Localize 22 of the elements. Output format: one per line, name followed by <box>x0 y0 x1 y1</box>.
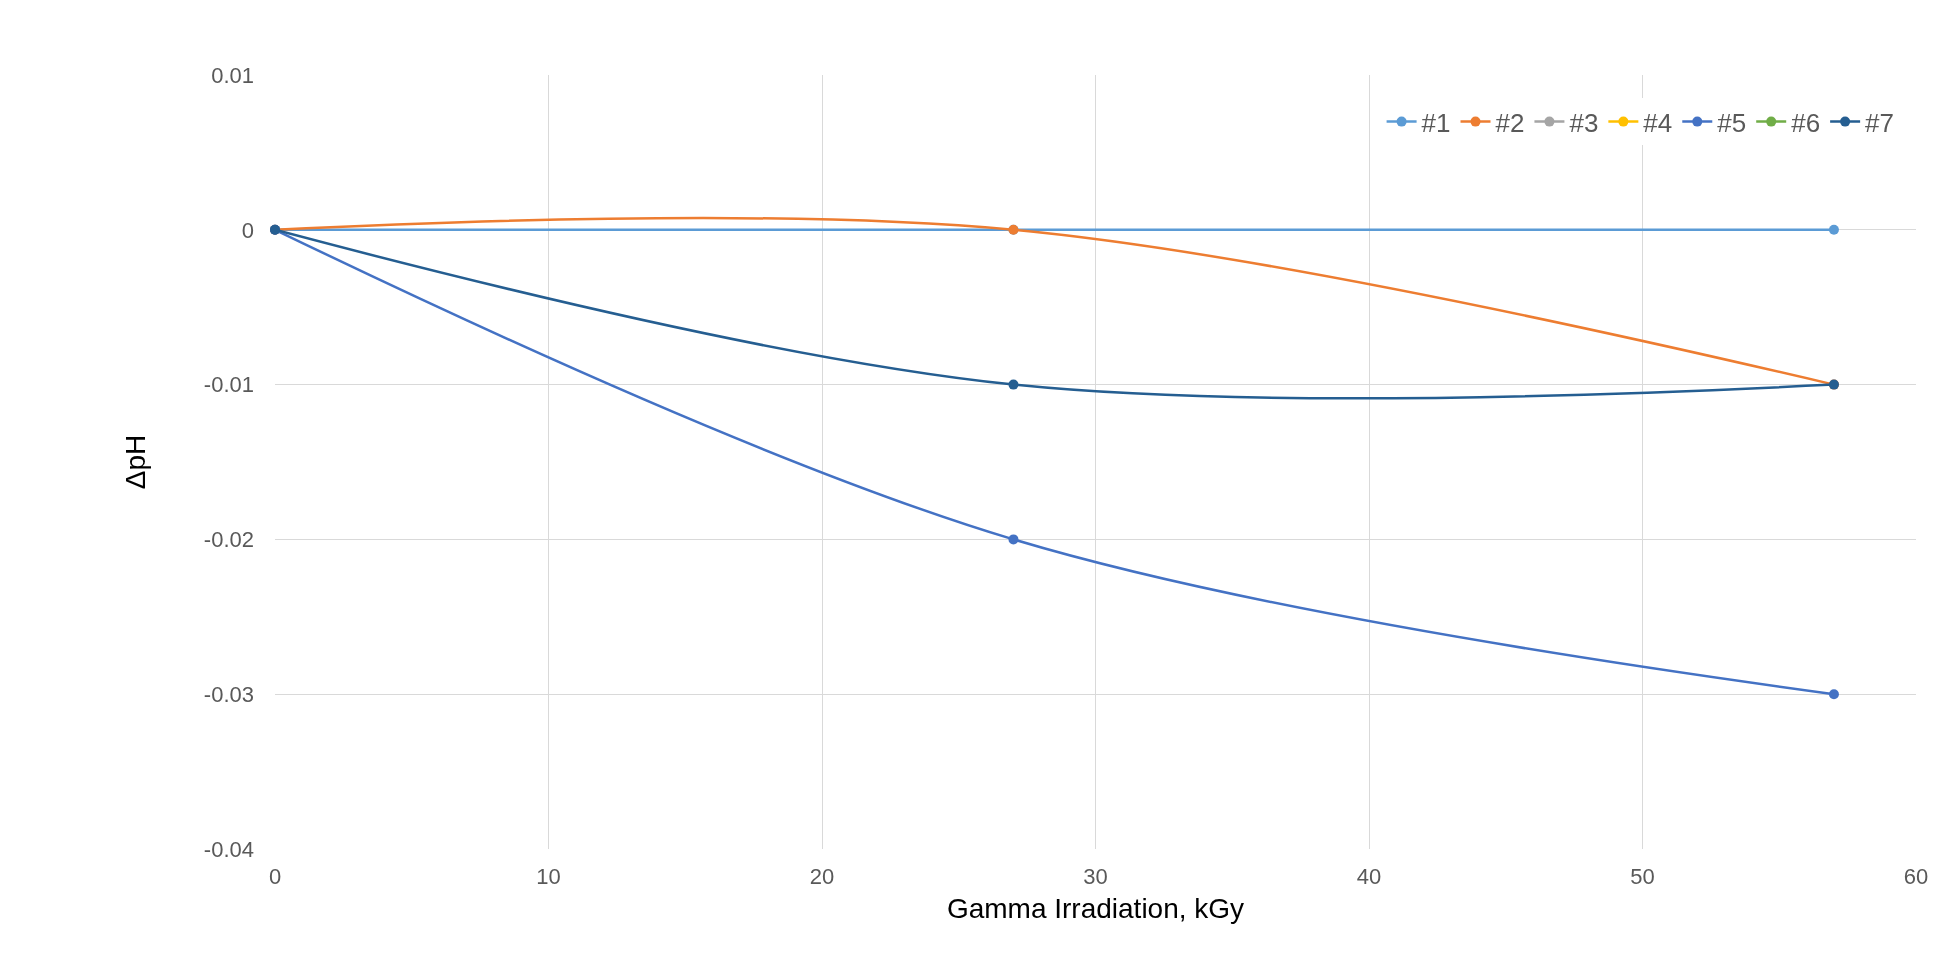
x-tick-label: 0 <box>268 864 282 889</box>
legend-label: #3 <box>1569 107 1599 138</box>
x-tick-label: 30 <box>1083 864 1108 889</box>
legend-label: #1 <box>1421 107 1451 138</box>
y-tick-label: -0.01 <box>203 372 254 398</box>
y-tick-label: 0.01 <box>211 62 254 88</box>
x-tick-label: 10 <box>536 864 561 889</box>
legend-label: #7 <box>1865 107 1895 138</box>
legend-label: #6 <box>1791 107 1821 138</box>
y-tick-label: -0.03 <box>203 681 254 707</box>
x-tick-label: 20 <box>809 864 835 889</box>
x-tick-label: 60 <box>1903 864 1929 889</box>
x-axis-title: Gamma Irradiation, kGy <box>946 893 1245 925</box>
x-tick-label: 50 <box>1630 864 1655 889</box>
y-tick-label: -0.02 <box>203 527 254 553</box>
legend-label: #4 <box>1643 107 1673 138</box>
y-tick-label: -0.04 <box>203 836 254 862</box>
y-axis-title: ΔpH <box>119 434 151 490</box>
x-tick-label: 40 <box>1356 864 1382 889</box>
legend-label: #5 <box>1717 107 1747 138</box>
y-tick-label: 0 <box>241 217 254 243</box>
legend-label: #2 <box>1495 107 1525 138</box>
